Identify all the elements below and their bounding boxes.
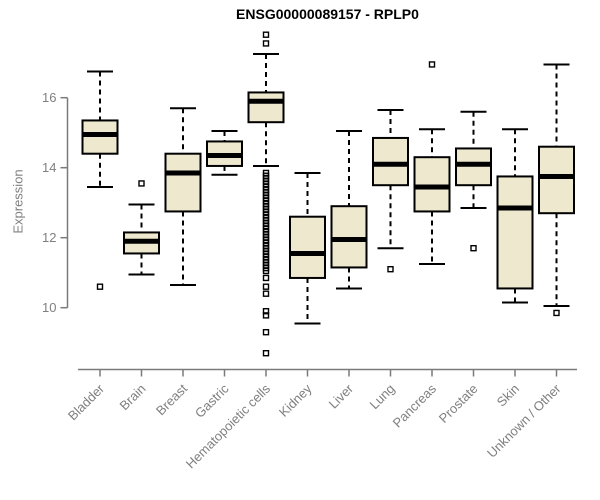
x-tick-label: Brain (117, 381, 149, 413)
x-tick-label: Lung (367, 381, 398, 412)
box-Kidney (289, 215, 326, 279)
x-tick-label: Skin (494, 381, 522, 409)
box-Unknown / Other (538, 145, 575, 215)
x-tick-label: Pancreas (390, 381, 440, 431)
outlier-point (470, 244, 477, 252)
box-Prostate (455, 147, 492, 187)
outlier-point (262, 308, 270, 315)
outlier-point (262, 40, 270, 47)
outlier-point (262, 31, 270, 38)
outlier-point (262, 283, 270, 290)
x-tick-label: Liver (326, 381, 357, 412)
y-tick-label: 14 (42, 160, 56, 175)
outlier-point (262, 267, 270, 275)
box-Lung (372, 136, 409, 187)
box-Liver (330, 205, 368, 269)
box-Pancreas (413, 156, 451, 213)
x-tick-label: Gastric (192, 381, 232, 421)
box-Skin (496, 175, 534, 290)
box-Hematopoietic cells (247, 91, 285, 124)
outlier-point (262, 312, 270, 319)
outlier-point (428, 61, 436, 68)
y-tick-label: 10 (42, 300, 56, 315)
x-tick-label: Kidney (276, 381, 315, 420)
x-tick-label: Breast (153, 381, 190, 418)
box-Bladder (81, 119, 119, 155)
outlier-point (262, 274, 270, 282)
outlier-point (553, 309, 560, 317)
y-tick-label: 12 (42, 230, 56, 245)
x-tick-label: Bladder (65, 381, 108, 424)
outlier-point (387, 266, 394, 273)
x-tick-label: Prostate (436, 381, 481, 426)
outlier-point (96, 283, 104, 290)
x-tick-label: Unknown / Other (484, 381, 564, 461)
chart-title: ENSG00000089157 - RPLP0 (236, 6, 419, 22)
outlier-point (262, 290, 270, 297)
box-Breast (164, 152, 202, 213)
y-tick-label: 16 (42, 90, 56, 105)
outlier-point (262, 329, 270, 336)
outlier-point (262, 350, 270, 357)
outlier-point (138, 180, 145, 187)
